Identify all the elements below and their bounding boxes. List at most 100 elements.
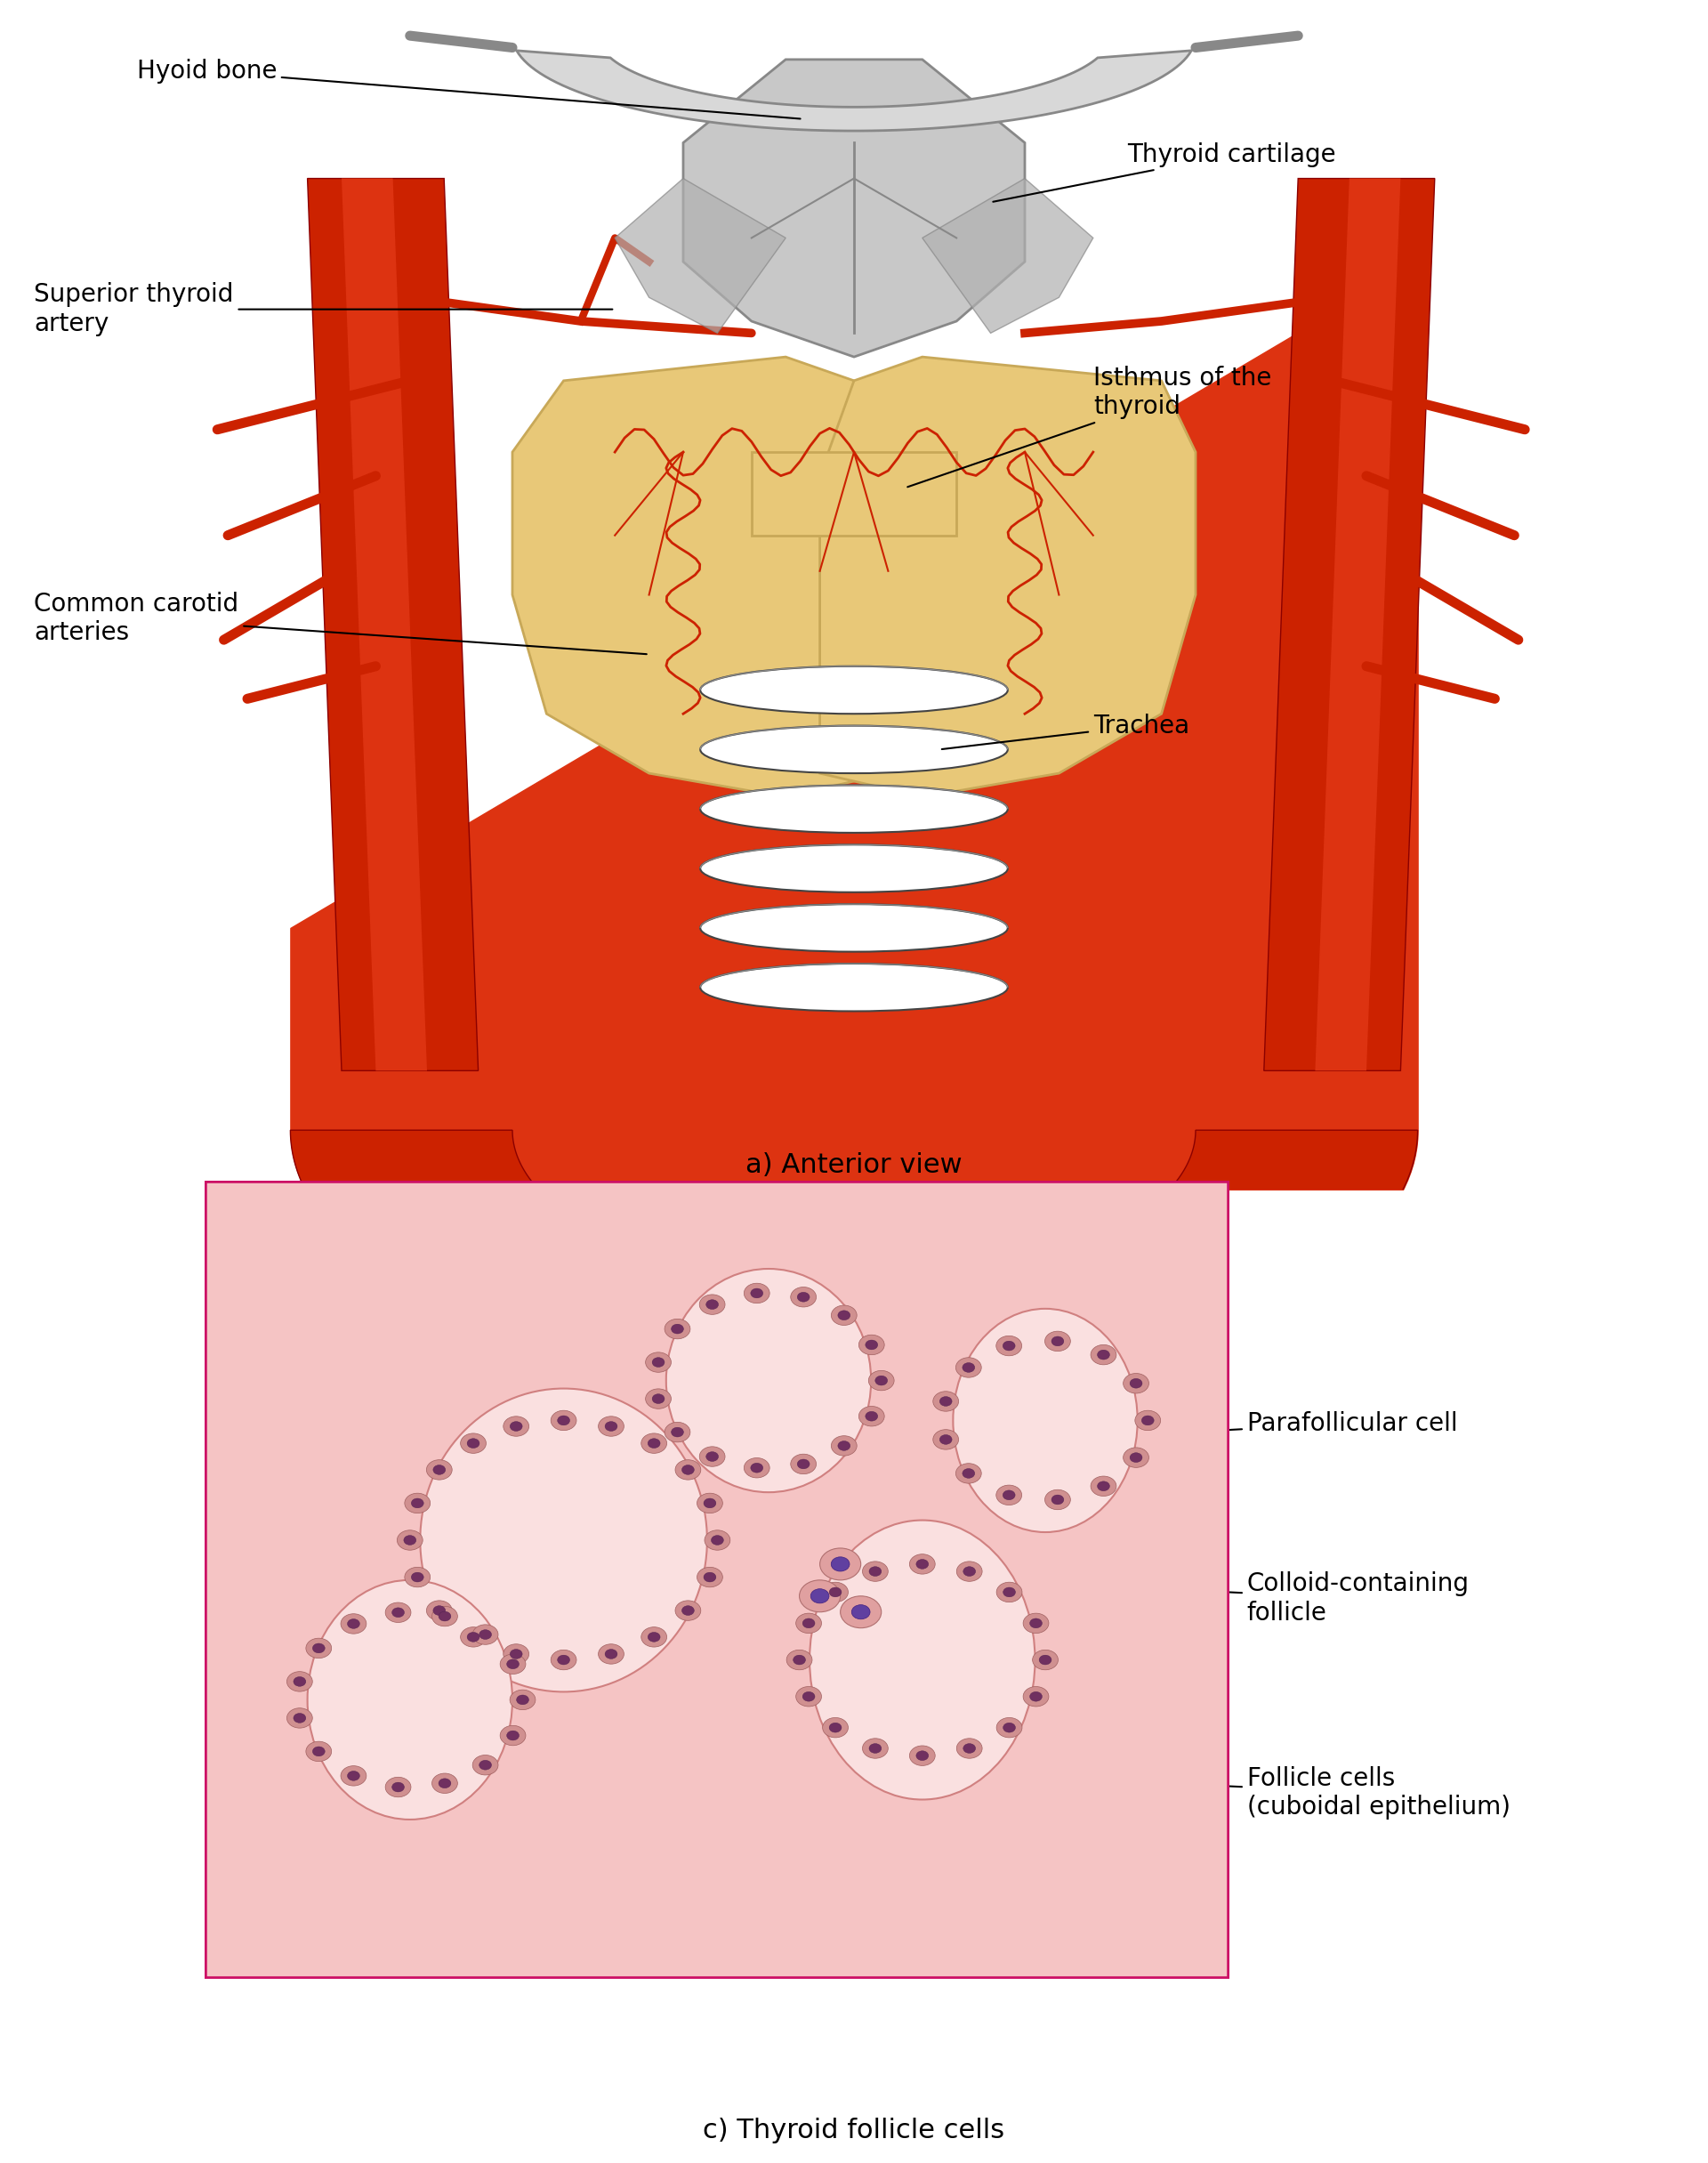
Ellipse shape bbox=[1124, 1447, 1149, 1467]
Ellipse shape bbox=[859, 1335, 885, 1354]
Ellipse shape bbox=[1003, 1722, 1016, 1733]
Ellipse shape bbox=[869, 1371, 895, 1391]
Ellipse shape bbox=[306, 1741, 331, 1761]
Ellipse shape bbox=[500, 1655, 526, 1674]
Ellipse shape bbox=[939, 1434, 951, 1445]
Ellipse shape bbox=[640, 1434, 666, 1454]
Ellipse shape bbox=[996, 1581, 1021, 1603]
Ellipse shape bbox=[869, 1566, 881, 1577]
Ellipse shape bbox=[866, 1341, 878, 1350]
Text: a) Anterior view: a) Anterior view bbox=[746, 1153, 962, 1177]
Ellipse shape bbox=[1052, 1495, 1064, 1505]
Ellipse shape bbox=[664, 1421, 690, 1443]
Polygon shape bbox=[820, 357, 1196, 796]
Ellipse shape bbox=[963, 1743, 975, 1754]
Ellipse shape bbox=[996, 1717, 1021, 1737]
Ellipse shape bbox=[306, 1637, 331, 1659]
Ellipse shape bbox=[516, 1696, 529, 1704]
Ellipse shape bbox=[500, 1726, 526, 1746]
Ellipse shape bbox=[480, 1761, 492, 1769]
Ellipse shape bbox=[287, 1709, 313, 1728]
Ellipse shape bbox=[507, 1730, 519, 1741]
Ellipse shape bbox=[839, 1311, 851, 1319]
Ellipse shape bbox=[1134, 1410, 1160, 1430]
Ellipse shape bbox=[432, 1774, 458, 1793]
Ellipse shape bbox=[915, 1560, 929, 1568]
Ellipse shape bbox=[828, 1722, 842, 1733]
Ellipse shape bbox=[504, 1417, 529, 1436]
Polygon shape bbox=[1264, 177, 1435, 1071]
Ellipse shape bbox=[745, 1458, 770, 1477]
Ellipse shape bbox=[700, 666, 1008, 714]
Ellipse shape bbox=[828, 1588, 842, 1596]
Ellipse shape bbox=[396, 1529, 422, 1551]
Ellipse shape bbox=[432, 1607, 458, 1627]
Ellipse shape bbox=[439, 1611, 451, 1620]
Ellipse shape bbox=[347, 1618, 360, 1629]
Ellipse shape bbox=[798, 1460, 810, 1469]
Ellipse shape bbox=[803, 1618, 815, 1629]
Ellipse shape bbox=[852, 1605, 869, 1620]
Ellipse shape bbox=[640, 1627, 666, 1646]
Ellipse shape bbox=[1141, 1415, 1155, 1425]
Ellipse shape bbox=[605, 1648, 617, 1659]
Ellipse shape bbox=[962, 1363, 975, 1371]
Ellipse shape bbox=[647, 1633, 661, 1642]
Ellipse shape bbox=[956, 1562, 982, 1581]
Ellipse shape bbox=[863, 1739, 888, 1759]
Ellipse shape bbox=[933, 1391, 958, 1410]
Ellipse shape bbox=[791, 1287, 816, 1306]
Ellipse shape bbox=[550, 1410, 577, 1430]
Ellipse shape bbox=[832, 1304, 857, 1326]
Ellipse shape bbox=[697, 1568, 722, 1588]
Ellipse shape bbox=[956, 1464, 982, 1484]
Ellipse shape bbox=[823, 1717, 849, 1737]
Ellipse shape bbox=[473, 1754, 499, 1776]
Ellipse shape bbox=[791, 1454, 816, 1473]
Ellipse shape bbox=[700, 904, 1008, 952]
Ellipse shape bbox=[1032, 1650, 1059, 1670]
Ellipse shape bbox=[1030, 1618, 1042, 1629]
Ellipse shape bbox=[704, 1529, 731, 1551]
Ellipse shape bbox=[1091, 1345, 1117, 1365]
Ellipse shape bbox=[939, 1397, 951, 1406]
Ellipse shape bbox=[796, 1687, 822, 1707]
Ellipse shape bbox=[557, 1415, 570, 1425]
Ellipse shape bbox=[933, 1430, 958, 1449]
Ellipse shape bbox=[1052, 1337, 1064, 1345]
Ellipse shape bbox=[700, 1293, 724, 1315]
Ellipse shape bbox=[461, 1434, 487, 1454]
Ellipse shape bbox=[874, 1376, 888, 1384]
Ellipse shape bbox=[839, 1441, 851, 1451]
Ellipse shape bbox=[786, 1650, 813, 1670]
Ellipse shape bbox=[963, 1566, 975, 1577]
Ellipse shape bbox=[550, 1650, 577, 1670]
Ellipse shape bbox=[480, 1629, 492, 1640]
Ellipse shape bbox=[1003, 1588, 1016, 1596]
Ellipse shape bbox=[466, 1633, 480, 1642]
Ellipse shape bbox=[439, 1778, 451, 1789]
Ellipse shape bbox=[1003, 1341, 1015, 1350]
Ellipse shape bbox=[403, 1536, 417, 1544]
Polygon shape bbox=[290, 1129, 1418, 1391]
Polygon shape bbox=[516, 50, 1192, 130]
Ellipse shape bbox=[646, 1352, 671, 1371]
Ellipse shape bbox=[1038, 1655, 1052, 1666]
Ellipse shape bbox=[1003, 1490, 1015, 1499]
Ellipse shape bbox=[704, 1573, 716, 1581]
Ellipse shape bbox=[294, 1713, 306, 1724]
Ellipse shape bbox=[810, 1521, 1035, 1800]
Ellipse shape bbox=[953, 1309, 1138, 1531]
Ellipse shape bbox=[962, 1469, 975, 1477]
Polygon shape bbox=[512, 357, 888, 796]
Ellipse shape bbox=[1091, 1475, 1117, 1497]
Ellipse shape bbox=[652, 1358, 664, 1367]
Ellipse shape bbox=[605, 1421, 617, 1432]
Ellipse shape bbox=[745, 1283, 770, 1302]
Ellipse shape bbox=[598, 1417, 623, 1436]
Ellipse shape bbox=[704, 1499, 716, 1508]
Ellipse shape bbox=[675, 1460, 700, 1479]
Text: Trachea: Trachea bbox=[941, 714, 1189, 748]
Ellipse shape bbox=[869, 1743, 881, 1754]
Polygon shape bbox=[307, 177, 478, 1071]
